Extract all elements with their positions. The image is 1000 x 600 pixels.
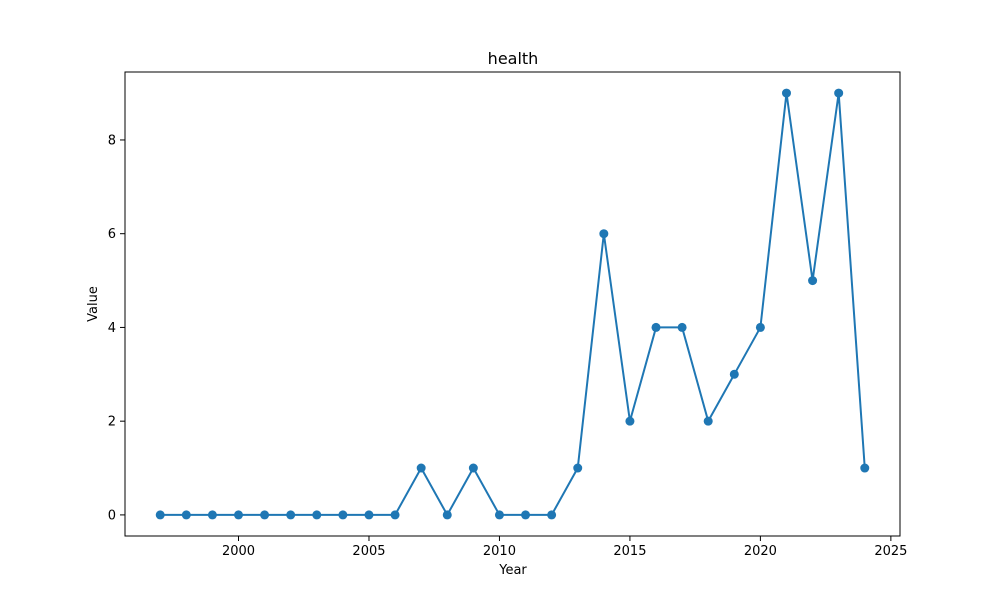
- series-line: [160, 92, 866, 516]
- data-point: [364, 510, 374, 520]
- data-point: [599, 229, 609, 239]
- x-tick-label: 2015: [613, 544, 646, 559]
- data-point: [521, 510, 531, 520]
- data-point: [808, 276, 818, 286]
- plot-area: 2000 2005 2010 2015 2020 2025 0 2 4 6 8: [108, 71, 907, 559]
- x-tick-label: 2020: [744, 544, 777, 559]
- data-point: [860, 463, 870, 473]
- y-tick-label: 2: [108, 415, 116, 430]
- data-point: [677, 322, 687, 332]
- data-point: [573, 463, 583, 473]
- x-tick-label: 2025: [874, 544, 907, 559]
- data-point: [703, 416, 713, 426]
- data-point: [755, 322, 765, 332]
- data-point: [468, 463, 478, 473]
- data-point: [338, 510, 348, 520]
- x-tick-label: 2005: [352, 544, 385, 559]
- data-point: [286, 510, 296, 520]
- data-point: [312, 510, 322, 520]
- data-point: [729, 369, 739, 379]
- data-point: [155, 510, 165, 520]
- data-point: [442, 510, 452, 520]
- y-tick-label: 0: [108, 508, 116, 523]
- data-point: [234, 510, 244, 520]
- data-point: [651, 322, 661, 332]
- data-point: [207, 510, 217, 520]
- x-tick-label: 2000: [222, 544, 255, 559]
- x-axis-label: Year: [498, 563, 527, 578]
- x-tick-label: 2010: [483, 544, 516, 559]
- y-tick-label: 6: [108, 227, 116, 242]
- data-point: [390, 510, 400, 520]
- data-point: [625, 416, 635, 426]
- data-point: [416, 463, 426, 473]
- data-point: [781, 88, 791, 98]
- y-axis-label: Value: [86, 286, 101, 322]
- data-point: [834, 88, 844, 98]
- chart-title: health: [488, 49, 539, 68]
- axes-frame: [124, 71, 901, 537]
- data-point: [181, 510, 191, 520]
- y-tick-label: 4: [108, 321, 116, 336]
- data-point: [547, 510, 557, 520]
- data-point: [494, 510, 504, 520]
- data-point: [260, 510, 270, 520]
- y-tick-label: 8: [108, 133, 116, 148]
